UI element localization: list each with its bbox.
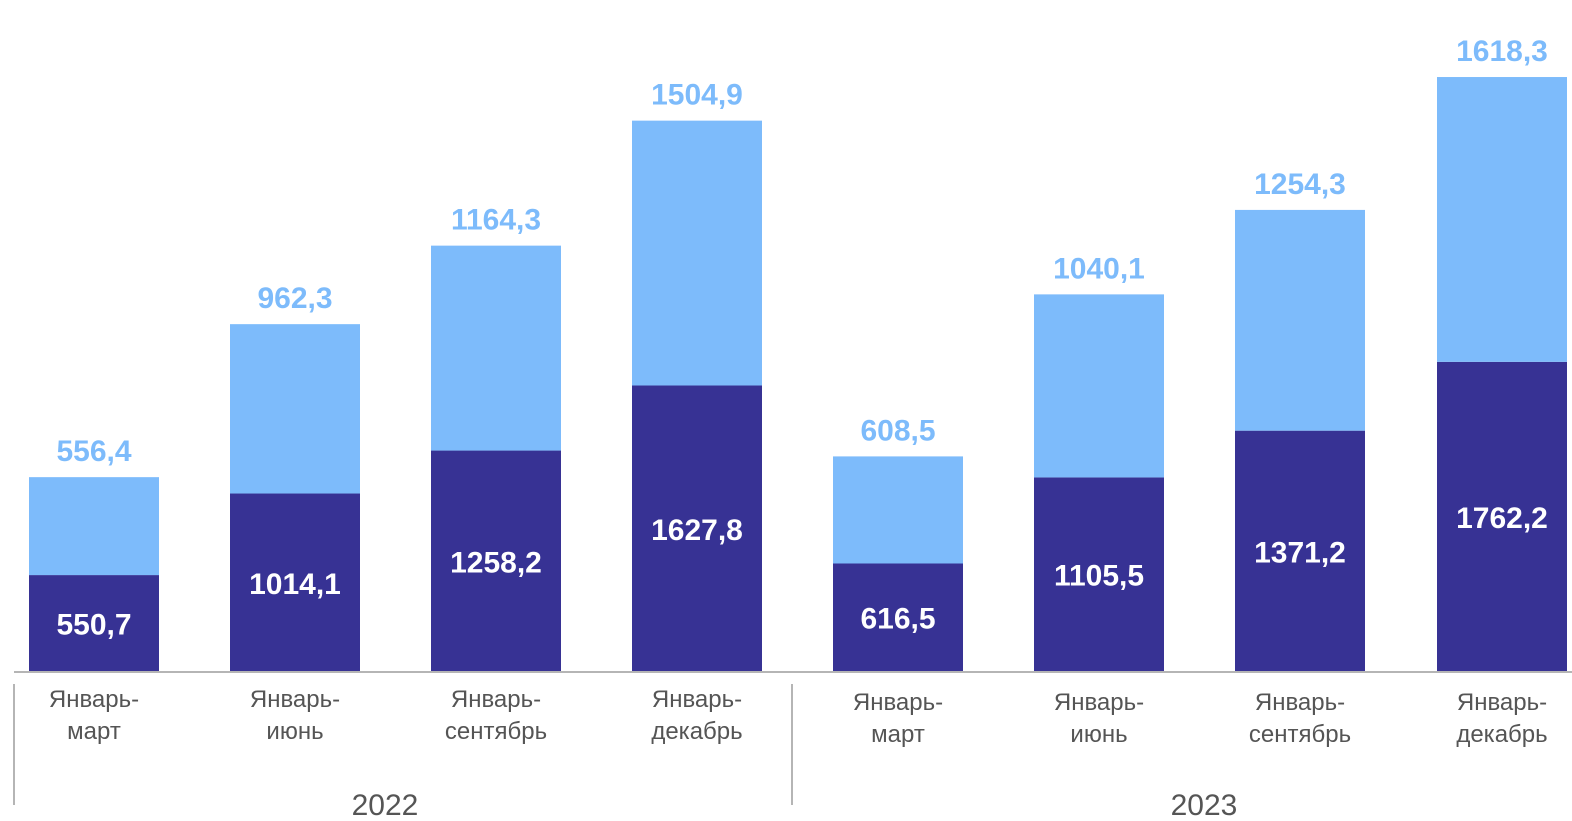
bar-segment-top-1 xyxy=(230,324,360,494)
bar-segment-bottom-7 xyxy=(1437,361,1567,672)
data-label-top-0: 556,4 xyxy=(56,435,131,468)
bar-segment-bottom-4 xyxy=(833,563,963,672)
bar-segment-bottom-0 xyxy=(29,575,159,672)
axes-layer xyxy=(13,671,1572,805)
data-label-top-7: 1618,3 xyxy=(1456,35,1548,68)
bar-segment-bottom-1 xyxy=(230,493,360,672)
labels-layer: 550,7 556,4 1014,1 962,3 1258,2 1164,3 1627,8 1… xyxy=(49,35,1548,821)
bar-segment-top-0 xyxy=(29,477,159,576)
category-label-3: Январь-декабрь xyxy=(651,686,742,745)
category-label-4: Январь-март xyxy=(853,689,943,748)
category-label-1: Январь-июнь xyxy=(250,686,340,745)
bar-segment-top-6 xyxy=(1235,209,1365,431)
category-label-5: Январь-июнь xyxy=(1054,689,1144,748)
bar-segment-top-3 xyxy=(632,120,762,386)
data-label-bottom-5: 1105,5 xyxy=(1054,560,1144,593)
data-label-top-5: 1040,1 xyxy=(1053,252,1145,285)
data-label-bottom-1: 1014,1 xyxy=(249,568,341,601)
data-label-bottom-7: 1762,2 xyxy=(1456,502,1548,535)
bar-segment-top-7 xyxy=(1437,77,1567,362)
group-label-2023: 2023 xyxy=(1171,789,1238,821)
data-label-bottom-0: 550,7 xyxy=(56,609,131,642)
data-label-top-2: 1164,3 xyxy=(451,204,541,237)
bar-segment-bottom-3 xyxy=(632,385,762,672)
bars-layer xyxy=(29,77,1567,672)
data-label-top-6: 1254,3 xyxy=(1254,168,1346,201)
category-label-2: Январь-сентябрь xyxy=(445,686,547,745)
data-label-bottom-4: 616,5 xyxy=(860,603,935,636)
bar-segment-top-4 xyxy=(833,456,963,564)
data-label-bottom-3: 1627,8 xyxy=(651,514,743,547)
bar-segment-bottom-6 xyxy=(1235,430,1365,672)
bar-segment-bottom-5 xyxy=(1034,477,1164,672)
category-label-7: Январь-декабрь xyxy=(1456,689,1547,748)
data-label-top-3: 1504,9 xyxy=(651,79,743,112)
category-label-0: Январь-март xyxy=(49,686,139,745)
data-label-bottom-6: 1371,2 xyxy=(1254,536,1346,569)
category-label-6: Январь-сентябрь xyxy=(1249,689,1351,748)
data-label-bottom-2: 1258,2 xyxy=(450,546,542,579)
bar-segment-top-5 xyxy=(1034,294,1164,478)
bar-segment-bottom-2 xyxy=(431,450,561,672)
data-label-top-1: 962,3 xyxy=(257,282,332,315)
group-label-2022: 2022 xyxy=(352,789,419,821)
data-label-top-4: 608,5 xyxy=(860,414,935,447)
bar-segment-top-2 xyxy=(431,245,561,451)
